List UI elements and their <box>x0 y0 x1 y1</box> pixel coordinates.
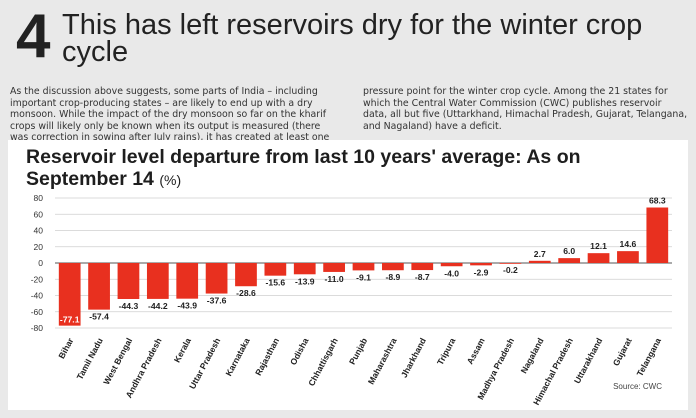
bar-value-label: -8.9 <box>385 272 400 282</box>
bar <box>411 263 434 271</box>
y-tick-label: -60 <box>31 307 44 317</box>
bar-value-label: 14.6 <box>620 239 637 249</box>
bar <box>587 253 610 263</box>
bar-value-label: -13.9 <box>295 276 315 286</box>
bar-value-label: -0.2 <box>503 265 518 275</box>
category-label: Maharashtra <box>366 336 399 386</box>
chart-title-unit: (%) <box>159 172 182 188</box>
category-label: Rajasthan <box>253 336 281 377</box>
bar-value-label: -43.9 <box>177 301 197 311</box>
bar <box>117 263 140 299</box>
category-label: Karnataka <box>223 336 251 378</box>
category-label: West Bengal <box>101 336 134 386</box>
bar-value-label: -44.2 <box>148 301 168 311</box>
bar-value-label: -77.1 <box>60 315 80 325</box>
category-label: Jharkhand <box>399 336 428 379</box>
bar-value-label: 68.3 <box>649 196 666 206</box>
category-label: Telangana <box>635 336 664 378</box>
category-label: Uttarakhand <box>572 336 604 385</box>
category-label: Odisha <box>288 336 311 367</box>
bar-value-label: 12.1 <box>590 241 607 251</box>
bar <box>323 263 345 272</box>
bar-value-label: -11.0 <box>325 274 344 284</box>
category-label: Kerala <box>172 336 193 364</box>
bar <box>293 263 316 275</box>
category-label: Tripura <box>435 336 458 367</box>
bar-value-label: -2.9 <box>474 267 489 277</box>
category-label: Nagaland <box>519 336 546 375</box>
y-tick-label: 0 <box>38 258 43 268</box>
intro-text-left: As the discussion above suggests, some p… <box>10 86 330 144</box>
bar <box>264 263 287 276</box>
bar <box>646 207 669 263</box>
y-tick-label: 80 <box>34 193 44 203</box>
headline: This has left reservoirs dry for the win… <box>62 9 643 68</box>
bar-value-label: -44.3 <box>119 301 139 311</box>
bar-value-label: -4.0 <box>444 268 459 278</box>
bar <box>176 263 199 299</box>
bar <box>528 260 551 263</box>
source-note: Source: CWC <box>613 382 662 391</box>
bar <box>558 258 581 263</box>
bar-value-label: -15.6 <box>266 278 286 288</box>
category-label: Gujarat <box>611 336 634 367</box>
chart-title-text: Reservoir level departure from last 10 y… <box>26 146 581 190</box>
y-tick-label: -80 <box>31 323 44 333</box>
category-label: Chhattisgarh <box>306 336 340 387</box>
category-label: Uttar Pradesh <box>187 336 222 390</box>
y-tick-label: 60 <box>34 209 44 219</box>
bar <box>470 263 492 266</box>
bar <box>58 263 81 326</box>
category-label: Assam <box>465 336 487 366</box>
bar-value-label: 6.0 <box>563 246 575 256</box>
bar <box>88 263 110 310</box>
chart-title: Reservoir level departure from last 10 y… <box>26 146 676 191</box>
bar <box>617 251 639 263</box>
y-tick-label: 20 <box>34 242 44 252</box>
y-tick-label: 40 <box>34 226 44 236</box>
bar <box>235 263 257 287</box>
headline-number: 4 <box>16 2 51 71</box>
bar-value-label: -9.1 <box>356 272 371 282</box>
category-label: Tamil Nadu <box>75 336 105 381</box>
y-tick-label: -40 <box>31 291 44 301</box>
category-label: Bihar <box>56 336 75 361</box>
bar-value-label: -37.6 <box>207 296 227 306</box>
bar <box>146 263 169 299</box>
y-tick-label: -20 <box>31 274 44 284</box>
category-label: Punjab <box>347 336 369 366</box>
bar <box>205 263 228 294</box>
bar-value-label: -28.6 <box>236 288 256 298</box>
intro-text-right: pressure point for the winter crop cycle… <box>363 86 688 132</box>
bar <box>352 263 375 271</box>
bar <box>440 263 463 267</box>
bar <box>382 263 404 271</box>
bar-value-label: 2.7 <box>534 249 546 259</box>
bar-value-label: -57.4 <box>89 312 109 322</box>
bar <box>499 263 522 264</box>
bar-value-label: -8.7 <box>415 272 430 282</box>
